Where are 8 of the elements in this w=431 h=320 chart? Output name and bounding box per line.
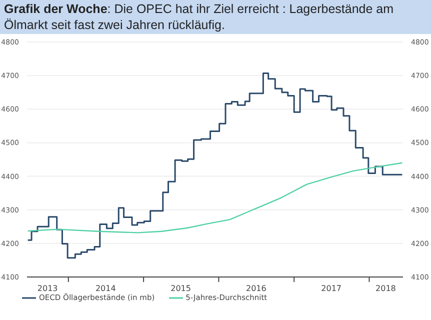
x-tick-label: 2017 — [321, 284, 342, 293]
x-tick-label: 2015 — [170, 284, 191, 293]
x-tick-label: 2014 — [95, 284, 116, 293]
x-tick-label: 2013 — [37, 284, 58, 293]
x-tick-label: 2016 — [246, 284, 266, 293]
chart-title: Grafik der Woche: Die OPEC hat ihr Ziel erreicht : Lagerbestände am Ölmarkt seit fast zwei Jahren rückläufig. — [0, 0, 431, 34]
line-series — [27, 162, 403, 234]
x-tick-label: 2018 — [376, 284, 396, 293]
